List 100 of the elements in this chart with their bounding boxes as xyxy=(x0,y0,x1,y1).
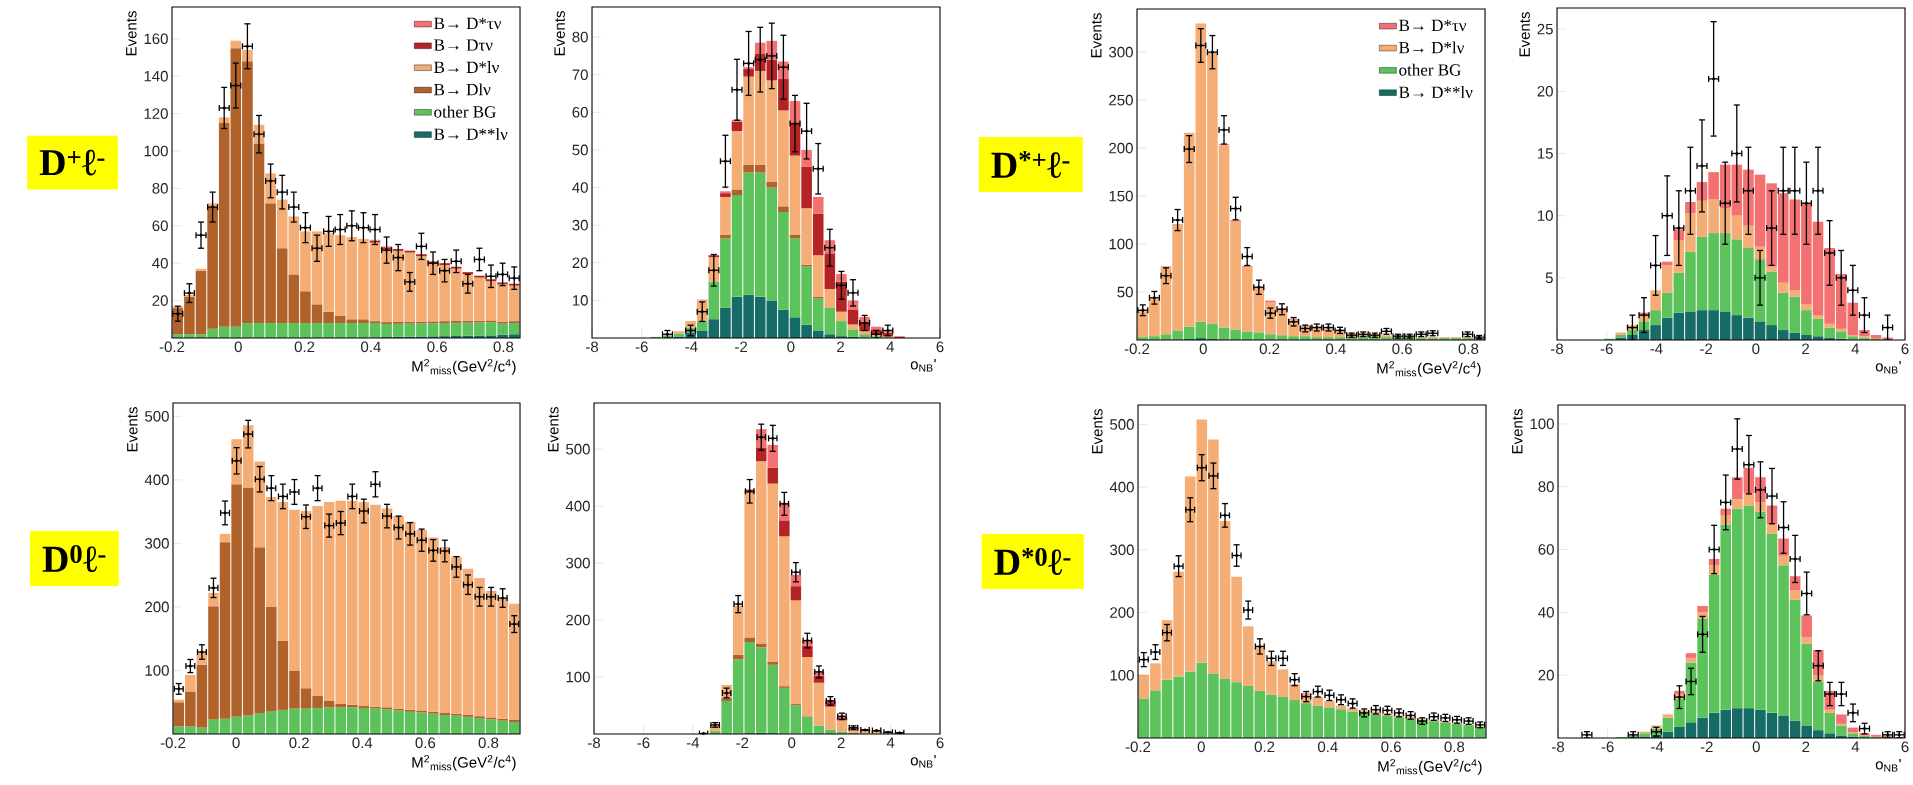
legend-label: other BG xyxy=(1399,63,1461,76)
y-tick-label: 400 xyxy=(144,474,169,486)
y-tick-label: 100 xyxy=(1530,418,1554,430)
y-tick-label: 500 xyxy=(566,443,590,455)
y-axis-title: Events xyxy=(1519,12,1530,57)
x-tick-label: 0.4 xyxy=(1317,741,1338,753)
x-tick-label: -2 xyxy=(736,737,749,749)
x-tick-label: 0.6 xyxy=(415,737,436,749)
y-tick-label: 60 xyxy=(572,107,588,118)
x-tick-label: 2 xyxy=(837,737,845,749)
x-axis-title: M$^{2}$$_{miss}$(GeV$^{2}$/c$^{4}$) xyxy=(1377,361,1481,377)
legend-label: B→ D*τν xyxy=(1399,19,1467,32)
y-tick-label: 5 xyxy=(1545,272,1553,284)
legend-label: B→ Dτν xyxy=(434,39,493,51)
y-tick-label: 150 xyxy=(1109,190,1133,202)
y-tick-label: 300 xyxy=(1110,544,1134,556)
y-tick-label: 400 xyxy=(1109,481,1134,493)
x-tick-label: 4 xyxy=(886,737,895,748)
legend-label: B→ D*lν xyxy=(1399,41,1464,54)
x-tick-label: 0.8 xyxy=(1458,343,1479,355)
x-tick-label: 0.6 xyxy=(1381,741,1401,753)
x-tick-label: 0 xyxy=(788,737,796,749)
x-tick-label: 2 xyxy=(837,341,844,352)
y-axis-title: Events xyxy=(127,407,138,452)
text: D$^{*0}$ℓ$^{-}$ xyxy=(994,547,1071,576)
x-tick-label: -0.2 xyxy=(159,341,185,353)
y-tick-label: 100 xyxy=(145,665,169,676)
x-tick-label: -8 xyxy=(1552,741,1565,753)
y-tick-label: 20 xyxy=(1537,85,1553,97)
y-tick-label: 20 xyxy=(572,257,588,269)
x-tick-label: 0 xyxy=(1752,741,1760,753)
x-tick-label: 0.4 xyxy=(352,737,373,749)
y-tick-label: 100 xyxy=(144,145,168,157)
x-tick-label: -8 xyxy=(586,341,599,353)
legend-label: B→ D**lν xyxy=(434,127,508,140)
y-tick-label: 400 xyxy=(565,500,590,512)
y-tick-label: 15 xyxy=(1537,148,1553,159)
x-tick-label: 0.6 xyxy=(427,341,447,353)
y-tick-label: 50 xyxy=(1117,286,1133,298)
x-tick-label: 6 xyxy=(1901,343,1909,355)
y-tick-label: 10 xyxy=(1537,210,1553,221)
x-tick-label: -6 xyxy=(1601,741,1614,753)
y-axis-title: Events xyxy=(1092,409,1103,454)
x-tick-label: 4 xyxy=(886,341,895,352)
x-tick-label: 0 xyxy=(1752,343,1760,355)
x-tick-label: 4 xyxy=(1851,741,1860,752)
x-axis-title: M$^{2}$$_{miss}$(GeV$^{2}$/c$^{4}$) xyxy=(1378,759,1482,775)
y-tick-label: 100 xyxy=(566,671,590,683)
x-tick-label: 0.8 xyxy=(493,341,514,353)
y-tick-label: 60 xyxy=(1538,544,1554,555)
x-tick-label: 0.8 xyxy=(1444,741,1465,753)
y-tick-label: 40 xyxy=(572,182,588,193)
x-tick-label: 0.4 xyxy=(361,341,381,353)
x-tick-label: -0.2 xyxy=(1125,741,1151,753)
y-tick-label: 70 xyxy=(572,69,588,81)
x-tick-label: 0.8 xyxy=(478,737,499,749)
x-tick-label: -8 xyxy=(1551,343,1564,355)
y-tick-label: 200 xyxy=(1110,607,1134,618)
y-tick-label: 250 xyxy=(1109,94,1133,106)
x-tick-label: 4 xyxy=(1851,343,1860,354)
text: D$^{0}$ℓ$^{-}$ xyxy=(42,545,106,573)
x-tick-label: -4 xyxy=(686,737,700,748)
y-axis-title: Events xyxy=(126,11,137,56)
y-tick-label: 200 xyxy=(145,601,169,613)
x-tick-label: 0.2 xyxy=(289,737,309,749)
x-tick-label: -4 xyxy=(1650,343,1663,354)
legend-label: B→ Dlν xyxy=(434,83,491,96)
y-axis-title: Events xyxy=(1091,13,1102,58)
x-tick-label: 0 xyxy=(232,737,240,749)
x-tick-label: 2 xyxy=(1802,343,1810,354)
y-tick-label: 80 xyxy=(152,183,168,194)
x-tick-label: -2 xyxy=(735,341,748,352)
x-tick-label: -4 xyxy=(1651,741,1664,752)
y-tick-label: 20 xyxy=(1538,669,1554,681)
y-tick-label: 40 xyxy=(152,257,168,269)
x-tick-label: -8 xyxy=(588,737,601,749)
x-tick-label: 0.6 xyxy=(1392,343,1412,355)
y-tick-label: 80 xyxy=(572,31,588,43)
x-axis-title: o$_{NB}$' xyxy=(1875,361,1901,374)
y-tick-label: 40 xyxy=(1538,607,1554,618)
x-axis-title: o$_{NB}$' xyxy=(910,359,936,372)
y-tick-label: 200 xyxy=(566,614,590,626)
x-tick-label: 6 xyxy=(936,737,944,749)
y-tick-label: 100 xyxy=(1109,238,1133,250)
y-tick-label: 160 xyxy=(144,33,168,45)
y-tick-label: 200 xyxy=(1109,142,1133,154)
x-tick-label: 0.2 xyxy=(1259,343,1280,355)
x-tick-label: -4 xyxy=(685,341,698,352)
x-tick-label: 0.2 xyxy=(1254,741,1275,753)
y-tick-label: 500 xyxy=(1110,419,1134,430)
legend-label: other BG xyxy=(434,105,496,118)
y-tick-label: 30 xyxy=(572,219,588,231)
y-tick-label: 60 xyxy=(152,220,168,232)
x-tick-label: -2 xyxy=(1700,741,1713,753)
text: D$^{*+}$ℓ$^{-}$ xyxy=(991,151,1070,179)
x-tick-label: 0 xyxy=(234,341,242,353)
y-tick-label: 10 xyxy=(572,295,588,306)
x-tick-label: 6 xyxy=(1901,741,1909,753)
x-tick-label: -0.2 xyxy=(160,737,186,749)
x-tick-label: 2 xyxy=(1802,741,1810,753)
